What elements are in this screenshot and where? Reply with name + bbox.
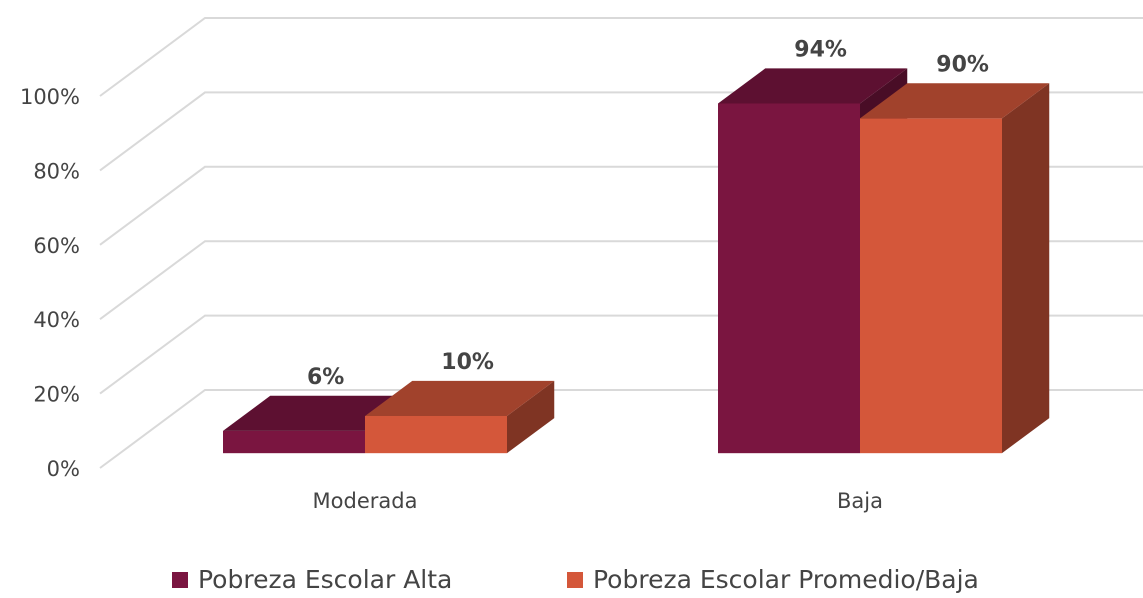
bar-top	[365, 380, 555, 416]
y-tick-label: 40%	[33, 308, 80, 332]
legend-label: Pobreza Escolar Promedio/Baja	[593, 565, 979, 594]
bar	[365, 415, 507, 454]
legend-swatch	[172, 572, 188, 588]
bar-side	[1002, 83, 1050, 454]
x-tick-label: Moderada	[313, 489, 418, 513]
bar-top	[718, 68, 908, 104]
value-label: 90%	[936, 52, 989, 77]
value-label: 10%	[441, 350, 494, 375]
bar	[718, 103, 860, 454]
y-tick-label: 60%	[33, 234, 80, 258]
y-tick-label: 0%	[47, 457, 80, 481]
bar-top	[860, 83, 1050, 119]
grid-line	[99, 17, 1143, 97]
y-tick-label: 100%	[20, 85, 80, 109]
y-tick-label: 20%	[33, 383, 80, 407]
bar-top	[223, 395, 413, 431]
x-tick-label: Baja	[837, 489, 883, 513]
value-label: 6%	[307, 365, 344, 390]
value-label: 94%	[794, 37, 847, 62]
y-tick-label: 80%	[33, 159, 80, 183]
legend-swatch	[567, 572, 583, 588]
bar-side	[507, 380, 555, 454]
bar	[860, 118, 1002, 454]
bar	[223, 430, 365, 454]
legend-label: Pobreza Escolar Alta	[198, 565, 452, 594]
